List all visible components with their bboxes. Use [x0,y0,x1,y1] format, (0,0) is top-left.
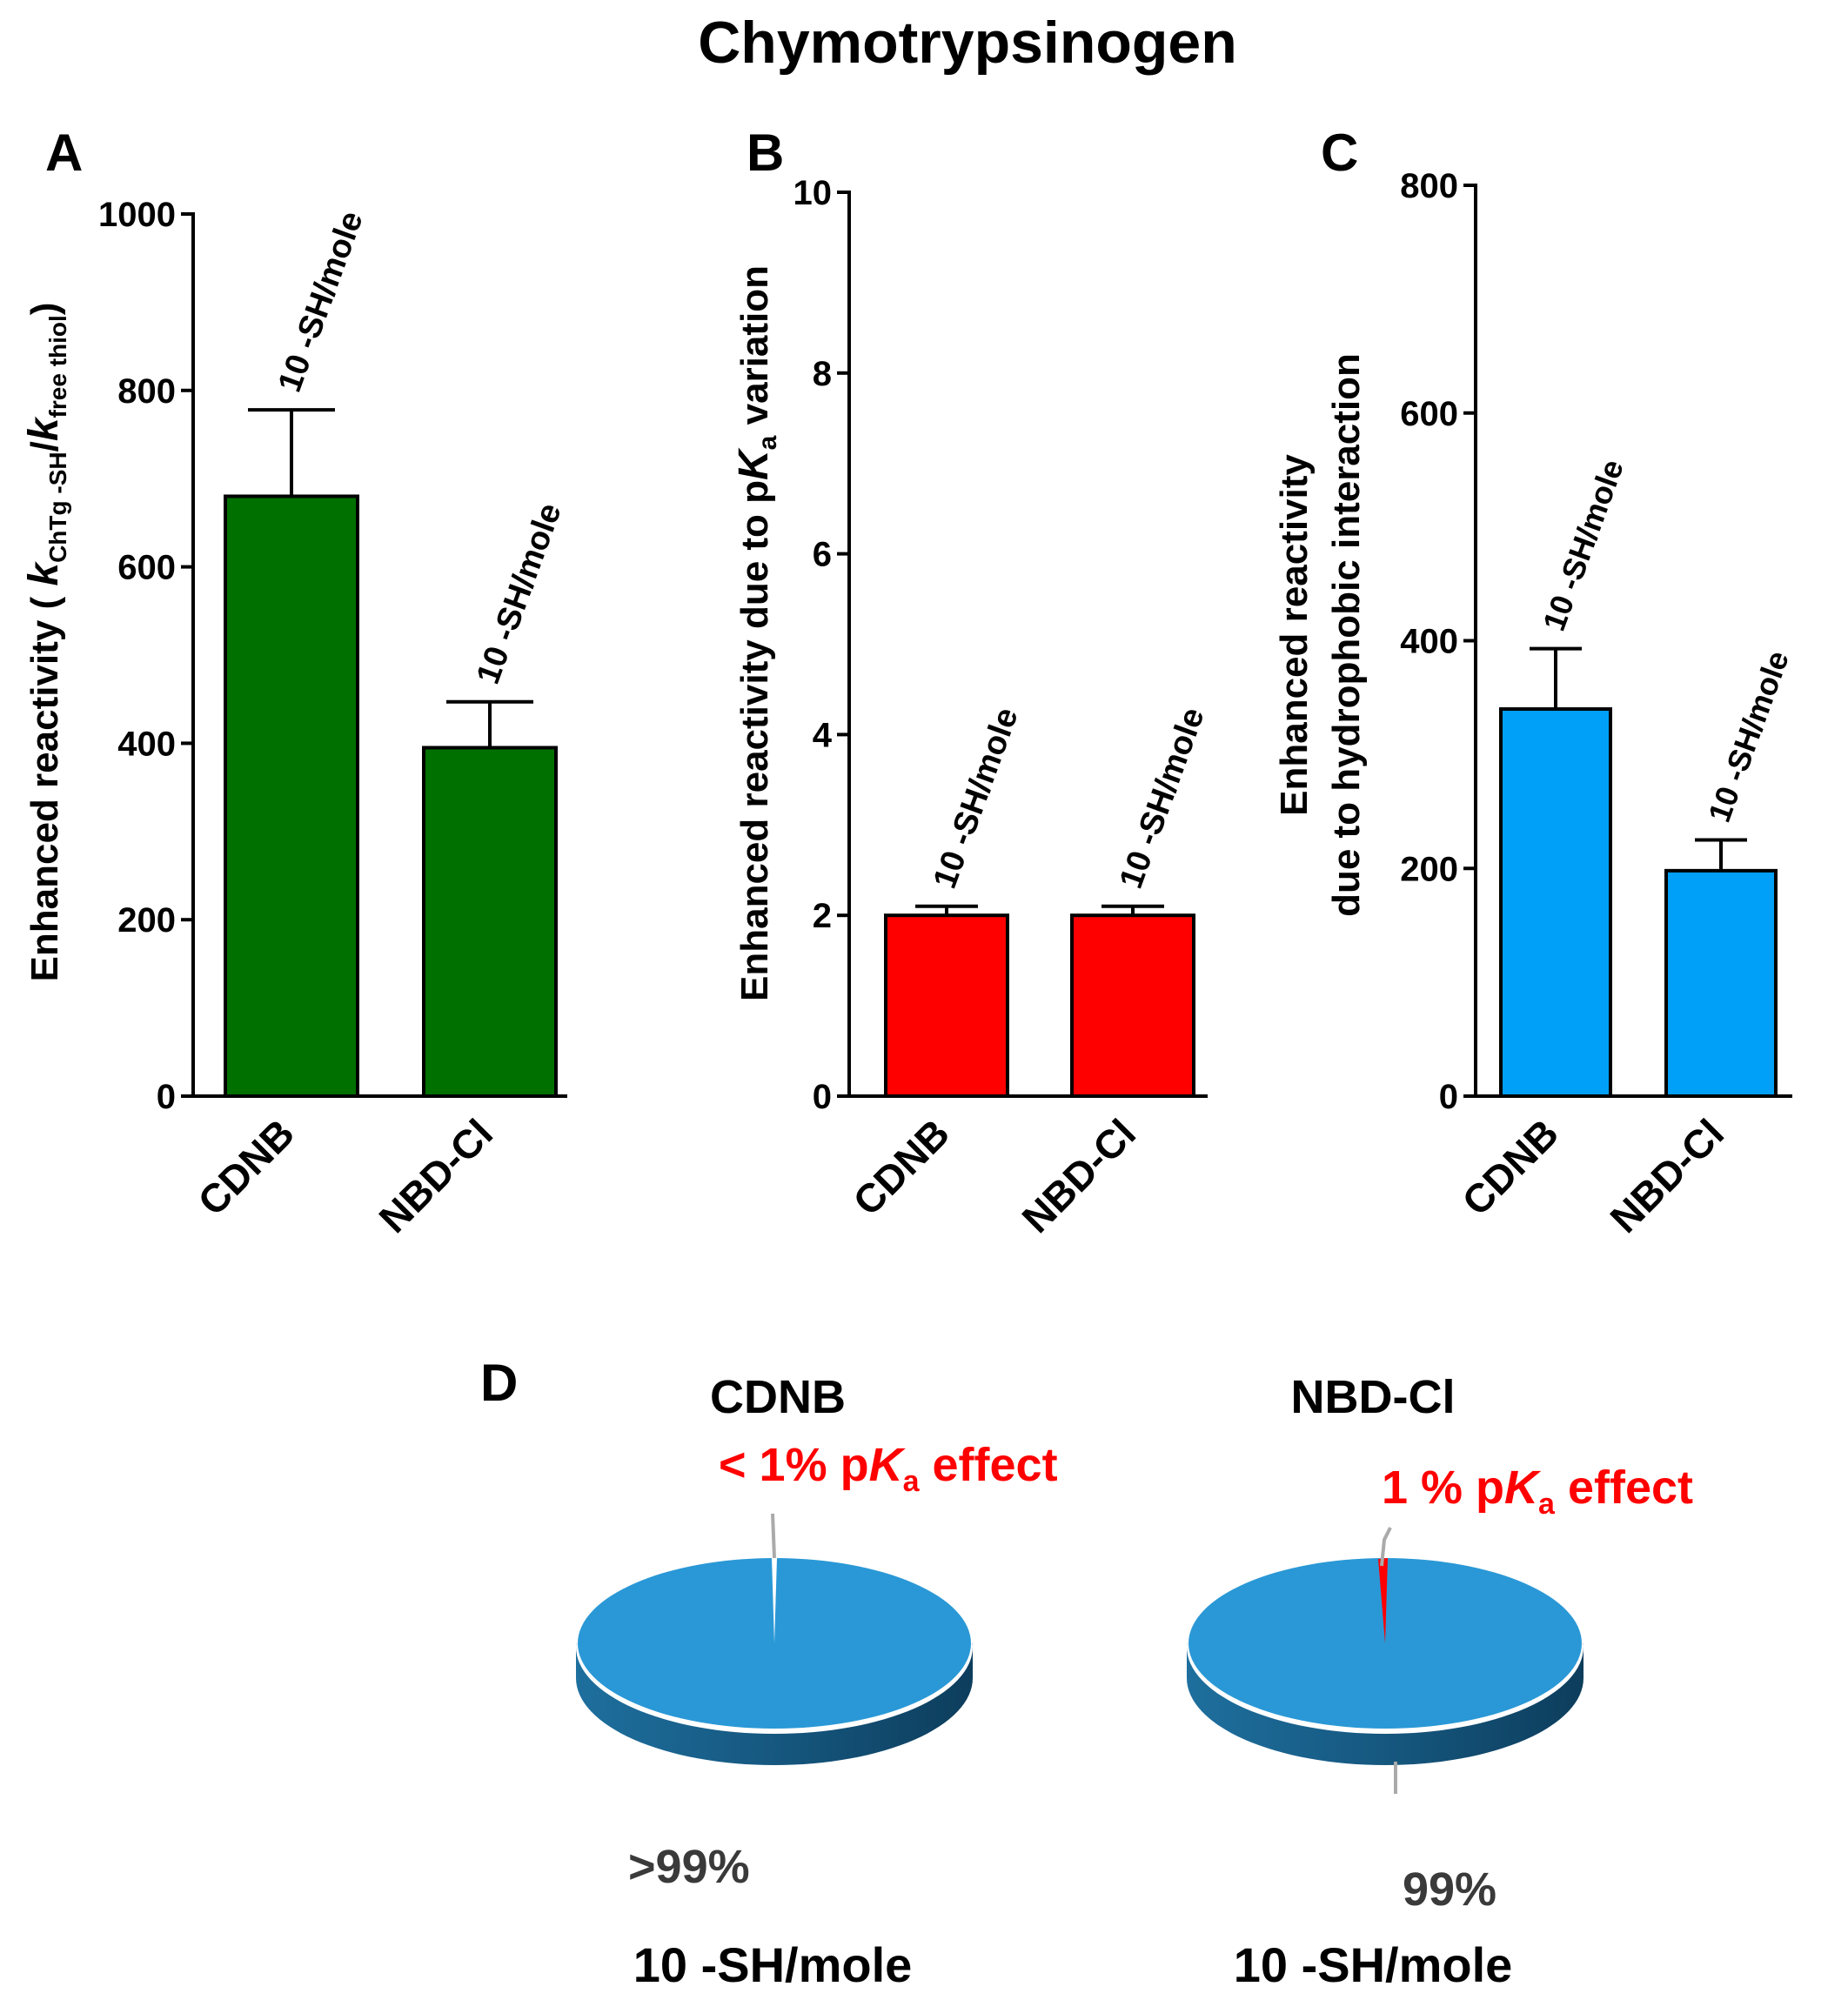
panel-d: D CDNB < 1% pKa effect >99% 10 -SH/mole … [480,1354,1693,1992]
panel-c-category-label: CDNB [1453,1110,1567,1224]
pie-cdnb-label-minor: < 1% pKa effect [719,1439,1058,1498]
panel-b-ytick-label: 0 [813,1078,832,1116]
pie-cdnb-label-major: >99% [628,1841,750,1893]
panel-b-bar-nbd-cl [1070,913,1195,1098]
panel-c-ytick-label: 800 [1400,167,1458,205]
panel-a-ylabel-prefix: Enhanced reactivity ( [23,586,66,982]
panel-a-bar-label: 10 -SH/mole [271,206,371,397]
panel-b-ytick-label: 4 [813,716,833,754]
panel-c-ytick-label: 200 [1400,850,1458,888]
panel-a-ylabel-slash: / [23,441,66,452]
panel-a-ytick-label: 200 [117,901,176,940]
panel-c-category-label: NBD-Cl [1601,1110,1732,1241]
pie-nbdcl-title: NBD-Cl [1291,1371,1456,1423]
panel-a-ylabel-sub2: free thiol [44,315,71,418]
panel-c-letter: C [1321,124,1358,182]
panel-a-ytick-label: 800 [117,372,176,411]
pie-cdnb-caption: 10 -SH/mole [633,1937,913,1992]
panel-a: A Enhanced reactivity ( kChTg -SH/kfree … [21,124,569,1241]
pie-cdnb-label-minor-suffix: effect [920,1439,1058,1491]
pie-nbdcl-label-minor-k: K [1504,1462,1542,1514]
panel-b-ylabel-suffix: variation [733,265,776,436]
panel-c-bar-cdnb [1499,707,1612,1099]
panel-b-ylabel-prefix: Enhanced reactivity due to p [733,480,776,1001]
pie-nbdcl: NBD-Cl 1 % pKa effect 99% 10 -SH/mole [1187,1371,1693,1992]
pie-nbdcl-leader-minor [1380,1527,1392,1567]
panel-b-ylabel: Enhanced reactivity due to pKa variation [731,265,782,1001]
pie-nbdcl-caption: 10 -SH/mole [1234,1937,1513,1992]
panel-b-plot: 0 2 4 6 8 10 10 -SH/mole CDNB 10 -SH/mole NBD-Cl [793,174,1212,1241]
panel-b-ytick-label: 10 [793,174,833,212]
panel-b: B Enhanced reactivity due to pKa variati… [731,124,1212,1241]
panel-a-bar-label: 10 -SH/mole [470,498,569,689]
figure-title: Chymotrypsinogen [698,10,1237,76]
pie-cdnb-slice-minor [772,1558,777,1643]
panel-d-letter: D [480,1354,518,1412]
panel-a-ytick-label: 400 [117,725,176,763]
panel-c-ylabel-line2: due to hydrophobic interaction [1325,353,1368,917]
pie-nbdcl-slice-minor [1378,1558,1388,1643]
panel-c-plot: 0 200 400 600 800 10 -SH/mole CDNB 10 -SH/mole N… [1400,167,1796,1241]
panel-a-ylabel-suffix: ) [23,303,66,316]
pie-cdnb-label-minor-k: K [869,1439,907,1491]
panel-c-ylabel-line1: Enhanced reactivity [1273,454,1316,816]
pie-cdnb: CDNB < 1% pKa effect >99% 10 -SH/mole [576,1371,1058,1992]
panel-a-ylabel-k2: k [21,416,67,441]
panel-c-ytick-label: 400 [1400,623,1458,661]
panel-b-ytick-label: 8 [813,355,832,393]
panel-a-ytick-label: 1000 [98,196,176,234]
pie-nbdcl-label-major: 99% [1403,1863,1496,1916]
panel-b-bar-cdnb [884,913,1009,1098]
pie-cdnb-label-minor-prefix: < 1% p [719,1439,869,1491]
panel-c-bar-label: 10 -SH/mole [1701,646,1796,827]
panel-c: C Enhanced reactivity due to hydrophobic… [1273,124,1796,1241]
pie-cdnb-title: CDNB [710,1371,846,1423]
pie-nbdcl-label-minor: 1 % pKa effect [1382,1462,1693,1521]
panel-b-bar-label: 10 -SH/mole [927,703,1026,893]
panel-a-ytick-label: 0 [157,1078,176,1116]
panel-b-ylabel-k: K [731,447,777,480]
panel-b-category-label: CDNB [844,1110,958,1224]
panel-a-letter: A [45,124,83,182]
panel-a-ylabel-sub1: ChTg -SH [44,452,71,563]
pie-nbdcl-label-minor-prefix: 1 % p [1382,1462,1504,1514]
panel-a-bar-cdnb [224,494,359,1098]
panel-a-ytick-label: 600 [117,549,176,587]
panel-c-ytick-label: 600 [1400,395,1458,433]
panel-a-category-label: CDNB [189,1110,303,1224]
panel-a-plot: 0 200 400 600 800 1000 10 -SH/mole CDNB 10 -SH/m… [98,196,569,1241]
pie-nbdcl-label-minor-sub: a [1538,1488,1556,1521]
panel-a-bar-nbd-cl [422,746,558,1098]
panel-b-category-label: NBD-Cl [1013,1110,1144,1241]
panel-b-letter: B [747,124,784,182]
pie-cdnb-leader-minor [771,1513,776,1559]
panel-a-ylabel: Enhanced reactivity ( kChTg -SH/kfree th… [21,303,71,982]
panel-c-bar-nbd-cl [1664,868,1778,1098]
panel-c-bar-label: 10 -SH/mole [1536,455,1630,636]
pie-cdnb-label-minor-sub: a [903,1465,921,1498]
panel-b-ytick-label: 2 [813,897,832,935]
panel-b-ylabel-sub: a [753,435,782,450]
panel-a-category-label: NBD-Cl [370,1110,501,1241]
pie-nbdcl-label-minor-suffix: effect [1555,1462,1693,1514]
panel-a-ylabel-k1: k [21,561,67,586]
panel-b-bar-label: 10 -SH/mole [1113,703,1212,893]
panel-b-ytick-label: 6 [813,536,832,574]
panel-c-ytick-label: 0 [1439,1078,1458,1116]
